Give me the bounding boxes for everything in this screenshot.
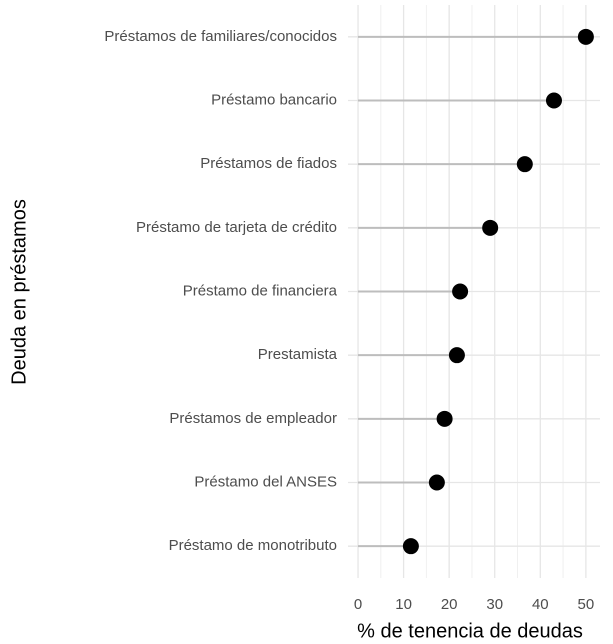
- dot: [448, 347, 465, 364]
- y-tick-label: Préstamos de familiares/conocidos: [104, 28, 337, 45]
- y-tick-label: Préstamo de financiera: [183, 282, 338, 299]
- x-tick-label: 50: [578, 596, 595, 613]
- dot: [428, 474, 445, 491]
- y-tick-label: Préstamos de fiados: [200, 155, 337, 172]
- x-tick-label: 20: [441, 596, 458, 613]
- y-tick-label: Préstamo de tarjeta de crédito: [136, 219, 337, 236]
- dot: [516, 156, 533, 173]
- dot: [452, 283, 469, 300]
- dot: [482, 219, 499, 236]
- y-tick-label: Préstamos de empleador: [169, 410, 337, 427]
- y-tick-label: Préstamo del ANSES: [194, 473, 337, 490]
- y-tick-label: Prestamista: [258, 346, 338, 363]
- x-axis-title: % de tenencia de deudas: [357, 620, 583, 642]
- x-tick-label: 30: [486, 596, 503, 613]
- y-tick-label: Préstamo de monotributo: [169, 537, 337, 554]
- dot: [402, 538, 419, 555]
- x-tick-label: 10: [395, 596, 412, 613]
- y-axis-title: Deuda en préstamos: [8, 199, 30, 385]
- dot: [545, 92, 562, 109]
- dot: [577, 28, 594, 45]
- dot: [436, 410, 453, 427]
- y-tick-label: Préstamo bancario: [211, 91, 337, 108]
- x-tick-label: 40: [532, 596, 549, 613]
- x-tick-label: 0: [354, 596, 362, 613]
